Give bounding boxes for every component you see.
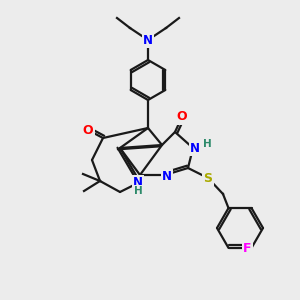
Text: H: H (203, 139, 212, 149)
Text: O: O (177, 110, 187, 124)
Text: N: N (190, 142, 200, 154)
Text: N: N (133, 176, 143, 190)
Text: N: N (143, 34, 153, 46)
Text: O: O (83, 124, 93, 136)
Text: N: N (162, 170, 172, 184)
Text: S: S (203, 172, 212, 184)
Text: F: F (243, 242, 252, 255)
Text: H: H (134, 186, 142, 196)
